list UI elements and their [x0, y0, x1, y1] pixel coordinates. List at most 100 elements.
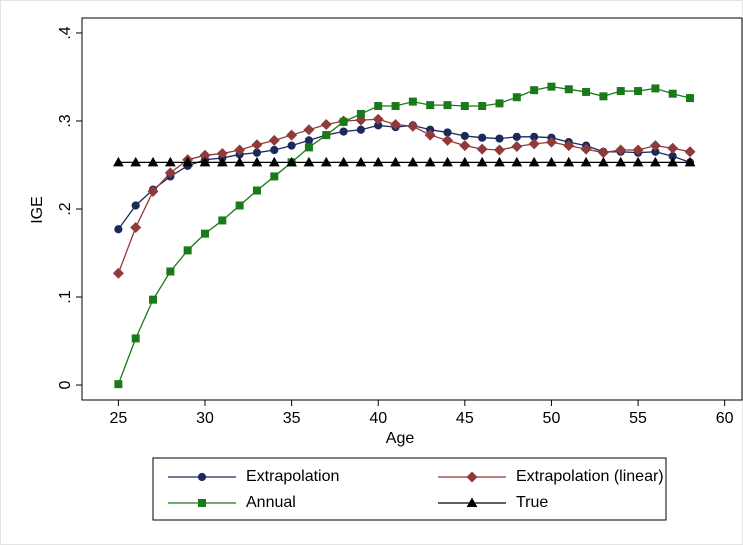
marker: [599, 92, 608, 101]
marker: [476, 143, 488, 155]
marker: [164, 156, 176, 167]
marker: [112, 267, 124, 279]
series-line: [117, 124, 691, 230]
marker: [580, 156, 592, 167]
marker: [634, 87, 643, 96]
marker: [131, 334, 140, 343]
marker: [476, 156, 488, 167]
marker: [528, 138, 540, 150]
marker: [218, 216, 227, 225]
marker: [546, 156, 557, 167]
x-tick-label: 35: [283, 410, 301, 427]
series-line: [117, 118, 691, 274]
marker: [356, 109, 365, 118]
marker: [338, 156, 349, 167]
marker: [684, 156, 696, 167]
marker: [149, 295, 158, 304]
plot-area: [81, 17, 743, 401]
marker: [442, 156, 453, 167]
marker: [235, 201, 244, 210]
marker: [582, 87, 591, 96]
marker: [615, 144, 627, 156]
marker: [200, 229, 209, 238]
marker: [147, 185, 159, 197]
marker: [199, 156, 211, 167]
marker: [131, 201, 140, 210]
marker: [407, 120, 419, 132]
legend-label: True: [516, 494, 548, 511]
marker: [650, 156, 661, 167]
marker: [512, 93, 521, 102]
marker: [391, 102, 400, 111]
marker: [459, 140, 471, 152]
marker: [251, 156, 263, 167]
marker: [268, 156, 280, 167]
marker: [512, 132, 521, 141]
marker: [667, 156, 679, 167]
marker: [147, 156, 159, 167]
marker: [130, 156, 142, 167]
marker: [564, 85, 573, 94]
marker: [251, 139, 263, 151]
marker: [495, 99, 504, 108]
marker: [252, 186, 261, 195]
marker: [114, 380, 123, 389]
y-tick-label: .3: [57, 114, 74, 127]
marker: [426, 101, 435, 110]
marker: [234, 156, 245, 167]
marker: [374, 102, 383, 111]
marker: [304, 136, 314, 145]
legend-label: Extrapolation: [246, 468, 339, 485]
marker: [372, 113, 384, 125]
legend-label: Annual: [246, 494, 296, 511]
marker: [182, 156, 194, 167]
marker: [684, 146, 696, 158]
marker: [320, 156, 332, 167]
marker: [424, 156, 436, 167]
marker: [615, 156, 627, 167]
marker: [466, 497, 478, 507]
marker: [268, 134, 280, 146]
marker: [198, 499, 206, 507]
x-tick-label: 50: [543, 410, 561, 427]
marker: [598, 156, 609, 167]
marker: [114, 225, 123, 234]
marker: [547, 82, 556, 91]
marker: [632, 144, 644, 156]
marker: [183, 246, 192, 255]
marker: [304, 143, 313, 152]
marker: [320, 118, 332, 131]
marker: [287, 141, 296, 150]
y-tick-label: .4: [57, 26, 74, 39]
marker: [478, 102, 487, 111]
marker: [528, 156, 540, 167]
marker: [494, 156, 505, 167]
marker: [563, 156, 575, 167]
marker: [408, 97, 417, 106]
marker: [130, 221, 142, 233]
marker: [164, 167, 176, 179]
y-tick-label: .2: [57, 202, 74, 215]
x-tick-label: 30: [196, 410, 214, 427]
marker: [303, 156, 315, 167]
marker: [424, 129, 436, 141]
marker: [270, 172, 279, 181]
marker: [649, 140, 661, 152]
marker: [667, 142, 679, 154]
marker: [372, 156, 384, 167]
x-tick-label: 60: [716, 410, 734, 427]
legend: [152, 457, 667, 521]
marker: [390, 118, 402, 131]
series-line: [117, 85, 691, 385]
marker: [632, 156, 644, 167]
marker: [616, 87, 625, 96]
legend-label: Extrapolation (linear): [516, 468, 664, 485]
marker: [407, 156, 419, 167]
marker: [530, 86, 539, 95]
x-tick-label: 45: [456, 410, 474, 427]
marker: [580, 143, 592, 155]
y-tick-label: 0: [57, 380, 74, 389]
marker: [303, 124, 315, 136]
marker: [286, 156, 297, 167]
marker: [166, 267, 175, 276]
